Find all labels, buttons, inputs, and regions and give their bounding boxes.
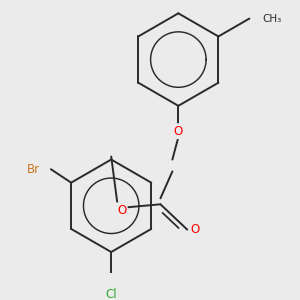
Text: O: O: [190, 223, 200, 236]
Text: Br: Br: [27, 163, 40, 176]
Text: O: O: [174, 125, 183, 138]
Text: Cl: Cl: [105, 288, 117, 300]
Text: O: O: [117, 204, 126, 217]
Text: CH₃: CH₃: [262, 14, 281, 23]
